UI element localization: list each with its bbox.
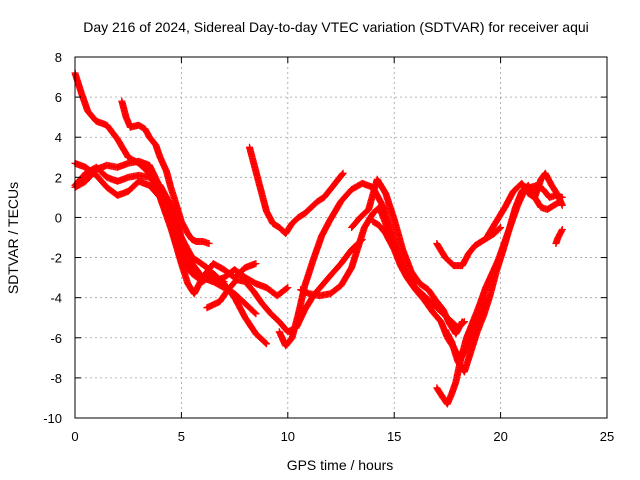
series-track-8 [246, 143, 347, 237]
series-track-5 [118, 97, 213, 247]
chart-title: Day 216 of 2024, Sidereal Day-to-day VTE… [83, 19, 589, 35]
data-point [558, 227, 566, 235]
series-track-6 [163, 193, 228, 286]
x-tick-label: 5 [178, 429, 185, 444]
data-point [558, 226, 566, 233]
plot-frame [74, 56, 608, 419]
y-tick-label: -6 [50, 331, 62, 346]
y-tick-label: -4 [50, 291, 62, 306]
y-tick-label: 6 [55, 90, 62, 105]
data-point [458, 318, 466, 326]
axes: 0 5 10 15 20 25 -10 -8 -6 -4 -2 0 2 4 6 8 [43, 50, 614, 444]
y-tick-label: -8 [50, 371, 62, 386]
y-tick-label: -10 [43, 411, 62, 426]
data-point [220, 278, 228, 286]
series-track-2 [71, 159, 260, 298]
series-track-15 [433, 224, 505, 270]
x-axis-label: GPS time / hours [287, 457, 394, 473]
data-point [338, 170, 346, 178]
data-point [558, 201, 566, 209]
y-tick-label: -2 [50, 251, 62, 266]
grid [75, 57, 607, 418]
y-tick-label: 4 [55, 130, 62, 145]
data-point [252, 260, 260, 268]
series-track-14 [441, 181, 564, 376]
data-point [497, 224, 505, 231]
y-axis-label: SDTVAR / TECUs [5, 182, 21, 294]
data-point [496, 224, 504, 232]
data-point [284, 284, 292, 292]
data-point [262, 339, 270, 347]
data-point [252, 310, 260, 318]
x-tick-label: 0 [71, 429, 78, 444]
series-track-16 [484, 169, 566, 239]
data-point [339, 169, 347, 177]
x-tick-label: 25 [600, 429, 614, 444]
series-track-11 [348, 175, 466, 338]
x-tick-label: 15 [387, 429, 401, 444]
data-point [263, 340, 270, 348]
data-point [283, 284, 291, 292]
x-tick-label: 20 [493, 429, 507, 444]
data-point [205, 240, 213, 247]
series-track-17 [552, 226, 566, 247]
y-tick-label: 8 [55, 50, 62, 65]
x-tick-label: 10 [281, 429, 295, 444]
y-tick-label: 0 [55, 210, 62, 225]
data-series [71, 69, 566, 408]
y-tick-label: 2 [55, 170, 62, 185]
data-point [251, 309, 259, 317]
